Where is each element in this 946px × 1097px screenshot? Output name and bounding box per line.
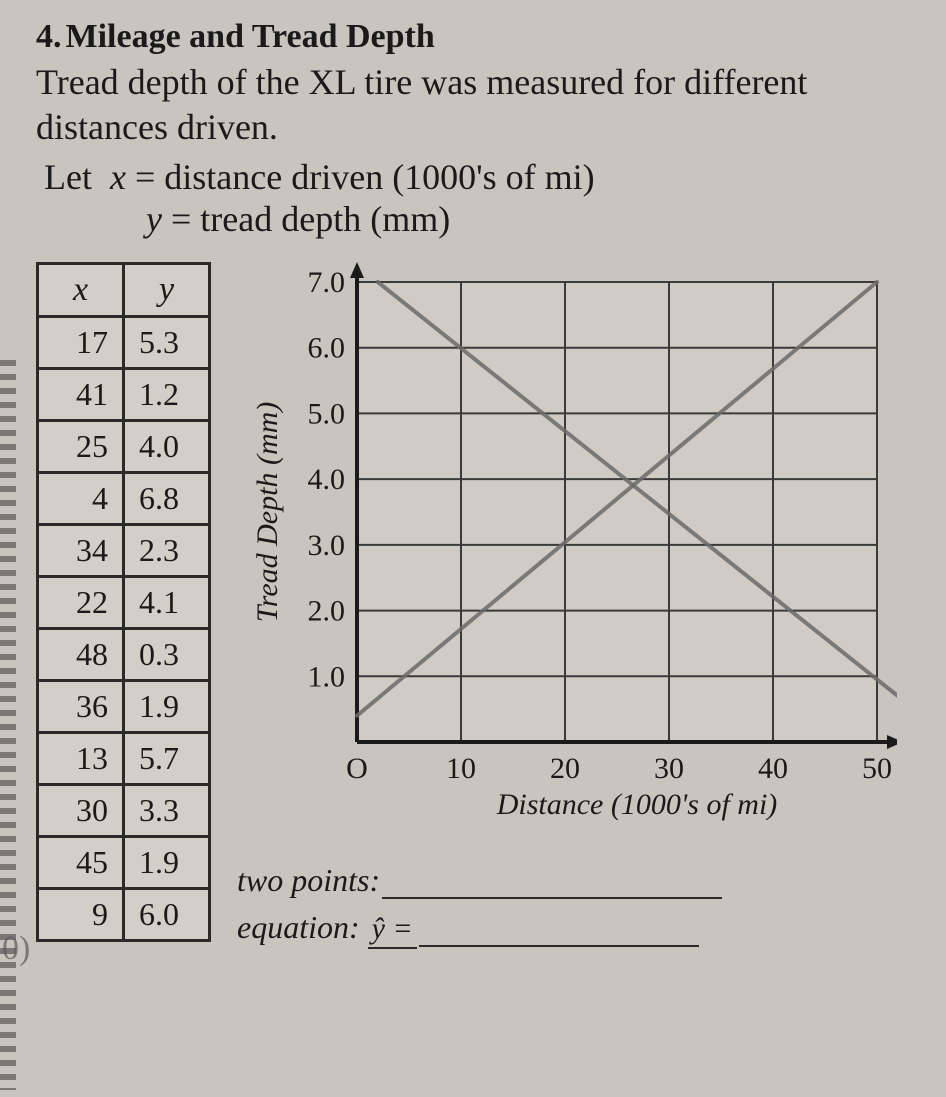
cell-y: 2.3 xyxy=(124,525,210,577)
margin-scribble: 0) xyxy=(2,930,30,968)
cell-x: 4 xyxy=(38,473,124,525)
svg-text:50: 50 xyxy=(862,752,892,785)
table-row: 175.3 xyxy=(38,317,210,369)
table-row: 361.9 xyxy=(38,681,210,733)
header-y: y xyxy=(124,264,210,317)
table-row: 135.7 xyxy=(38,733,210,785)
svg-text:30: 30 xyxy=(654,752,684,785)
svg-text:1.0: 1.0 xyxy=(308,660,346,693)
cell-y: 1.9 xyxy=(124,837,210,889)
chart: 1.0 2.0 3.0 4.0 5.0 6.0 7.0 O 10 20 30 40 50 Distance… xyxy=(237,262,897,982)
y-def: = tread depth (mm) xyxy=(171,199,450,239)
cell-x: 17 xyxy=(38,317,124,369)
cell-x: 9 xyxy=(38,889,124,941)
table-row: 224.1 xyxy=(38,577,210,629)
cell-y: 6.8 xyxy=(124,473,210,525)
table-row: 303.3 xyxy=(38,785,210,837)
x-def: = distance driven (1000's of mi) xyxy=(135,157,595,197)
y-var: y xyxy=(146,199,162,239)
cell-x: 25 xyxy=(38,421,124,473)
header-x: x xyxy=(38,264,124,317)
cell-x: 22 xyxy=(38,577,124,629)
cell-x: 41 xyxy=(38,369,124,421)
table-row: 46.8 xyxy=(38,473,210,525)
question-number: 4. xyxy=(36,18,62,55)
table-row: 342.3 xyxy=(38,525,210,577)
question-title: Mileage and Tread Depth xyxy=(66,18,435,55)
cell-y: 4.1 xyxy=(124,577,210,629)
table-row: 480.3 xyxy=(38,629,210,681)
cell-x: 30 xyxy=(38,785,124,837)
data-table: x y 175.3411.2254.046.8342.3224.1480.336… xyxy=(36,262,211,942)
svg-text:5.0: 5.0 xyxy=(308,397,346,430)
svg-text:20: 20 xyxy=(550,752,580,785)
svg-text:Tread Depth (mm): Tread Depth (mm) xyxy=(251,402,284,623)
cell-x: 48 xyxy=(38,629,124,681)
cell-y: 5.3 xyxy=(124,317,210,369)
cell-y: 5.7 xyxy=(124,733,210,785)
table-row: 254.0 xyxy=(38,421,210,473)
question-body: Tread depth of the XL tire was measured … xyxy=(36,60,918,150)
yhat-symbol: ŷ = xyxy=(368,912,417,949)
svg-text:40: 40 xyxy=(758,752,788,785)
svg-text:O: O xyxy=(346,752,368,785)
spiral-binding xyxy=(0,360,16,1090)
svg-text:3.0: 3.0 xyxy=(308,529,346,562)
cell-y: 4.0 xyxy=(124,421,210,473)
cell-x: 36 xyxy=(38,681,124,733)
cell-y: 0.3 xyxy=(124,629,210,681)
let-label: Let xyxy=(44,157,92,197)
svg-text:2.0: 2.0 xyxy=(308,595,346,628)
variable-definitions: Let x = distance driven (1000's of mi) y… xyxy=(36,156,918,240)
svg-text:Distance (1000's of mi): Distance (1000's of mi) xyxy=(496,788,778,821)
table-header-row: x y xyxy=(38,264,210,317)
cell-x: 13 xyxy=(38,733,124,785)
table-row: 96.0 xyxy=(38,889,210,941)
svg-text:4.0: 4.0 xyxy=(308,463,346,496)
svg-text:10: 10 xyxy=(446,752,476,785)
svg-text:6.0: 6.0 xyxy=(308,332,346,365)
cell-y: 6.0 xyxy=(124,889,210,941)
cell-y: 3.3 xyxy=(124,785,210,837)
chart-svg: 1.0 2.0 3.0 4.0 5.0 6.0 7.0 O 10 20 30 40 50 Distance… xyxy=(237,262,897,842)
question-header: 4. Mileage and Tread Depth xyxy=(36,18,918,56)
cell-x: 34 xyxy=(38,525,124,577)
cell-x: 45 xyxy=(38,837,124,889)
table-row: 451.9 xyxy=(38,837,210,889)
cell-y: 1.9 xyxy=(124,681,210,733)
x-var: x xyxy=(110,157,126,197)
table-row: 411.2 xyxy=(38,369,210,421)
svg-text:7.0: 7.0 xyxy=(308,266,346,299)
cell-y: 1.2 xyxy=(124,369,210,421)
